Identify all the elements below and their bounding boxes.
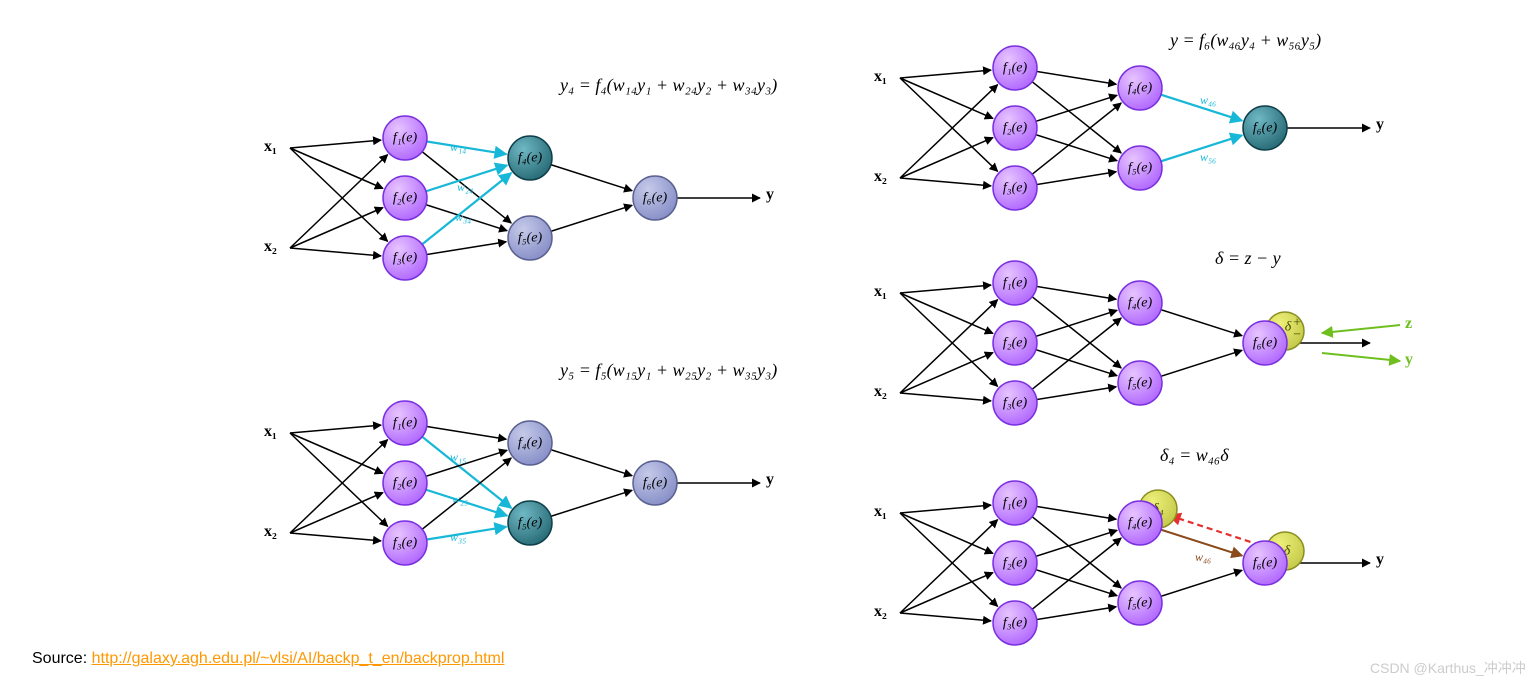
svg-text:f₃(e): f₃(e)	[1003, 181, 1028, 196]
diagram-svg: f₁(e) f₂(e) f₃(e) f₄(e) f₅(e) f₆(e) f₁(e) f₂(e)…	[0, 0, 1534, 679]
input-x1: x₁	[874, 68, 887, 86]
source-label: Source:	[32, 650, 92, 667]
source-link[interactable]: http://galaxy.agh.edu.pl/~vlsi/AI/backp_…	[92, 650, 505, 667]
svg-text:f₁(e): f₁(e)	[1003, 276, 1028, 291]
svg-text:f₄(e): f₄(e)	[518, 151, 543, 166]
weight-label: w₃₅	[450, 530, 466, 545]
svg-text:f₄(e): f₄(e)	[1128, 296, 1153, 311]
weight-label: w₄₆	[1200, 93, 1216, 108]
weight-label: w₄₆	[1195, 550, 1211, 565]
input-x1: x₁	[264, 423, 277, 441]
svg-text:f₄(e): f₄(e)	[1128, 81, 1153, 96]
svg-text:f₅(e): f₅(e)	[518, 516, 543, 531]
svg-text:f₄(e): f₄(e)	[1128, 516, 1153, 531]
weight-label: w₃₄	[455, 210, 471, 225]
input-x2: x₂	[264, 238, 277, 256]
diagram-stage: f₁(e) f₂(e) f₃(e) f₄(e) f₅(e) f₆(e) f₁(e) f₂(e)…	[0, 0, 1534, 679]
svg-text:f₆(e): f₆(e)	[643, 191, 668, 206]
svg-text:f₆(e): f₆(e)	[643, 476, 668, 491]
svg-text:f₃(e): f₃(e)	[393, 536, 418, 551]
svg-text:f₁(e): f₁(e)	[1003, 61, 1028, 76]
svg-text:f₁(e): f₁(e)	[393, 131, 418, 146]
svg-text:f₁(e): f₁(e)	[1003, 496, 1028, 511]
equation: δ₄ = w₄₆δ	[1160, 445, 1229, 466]
input-x1: x₁	[874, 283, 887, 301]
output-y: y	[766, 186, 774, 204]
svg-text:f₂(e): f₂(e)	[393, 476, 418, 491]
svg-text:f₅(e): f₅(e)	[1128, 161, 1153, 176]
svg-text:f₁(e): f₁(e)	[393, 416, 418, 431]
weight-label: w₅₆	[1200, 150, 1216, 165]
svg-text:−: −	[1292, 328, 1301, 343]
svg-text:f₃(e): f₃(e)	[1003, 396, 1028, 411]
equation: y₄ = f₄(w₁₄y₁ + w₂₄y₂ + w₃₄y₃)	[560, 75, 777, 96]
input-x2: x₂	[264, 523, 277, 541]
source-citation: Source: http://galaxy.agh.edu.pl/~vlsi/A…	[32, 650, 504, 668]
weight-label: w₁₅	[450, 450, 466, 465]
equation: δ = z − y	[1215, 248, 1281, 269]
output-y: y	[766, 471, 774, 489]
input-x2: x₂	[874, 603, 887, 621]
svg-text:f₆(e): f₆(e)	[1253, 336, 1278, 351]
output-y: y	[1376, 551, 1384, 569]
output-y: y	[1376, 116, 1384, 134]
svg-text:f₂(e): f₂(e)	[1003, 121, 1028, 136]
svg-text:f₂(e): f₂(e)	[393, 191, 418, 206]
svg-text:f₅(e): f₅(e)	[1128, 376, 1153, 391]
svg-text:f₂(e): f₂(e)	[1003, 556, 1028, 571]
input-x2: x₂	[874, 383, 887, 401]
svg-text:δ: δ	[1285, 320, 1292, 335]
z-label: z	[1405, 315, 1412, 333]
svg-text:f₅(e): f₅(e)	[1128, 596, 1153, 611]
input-x1: x₁	[874, 503, 887, 521]
svg-text:f₆(e): f₆(e)	[1253, 556, 1278, 571]
watermark: CSDN @Karthus_冲冲冲	[1370, 658, 1526, 678]
svg-text:f₅(e): f₅(e)	[518, 231, 543, 246]
svg-text:f₃(e): f₃(e)	[1003, 616, 1028, 631]
input-x1: x₁	[264, 138, 277, 156]
y-out-label: y	[1405, 351, 1413, 369]
weight-label: w₁₄	[450, 140, 466, 155]
input-x2: x₂	[874, 168, 887, 186]
weight-label: w₂₅	[452, 492, 468, 507]
equation: y₅ = f₅(w₁₅y₁ + w₂₅y₂ + w₃₅y₃)	[560, 360, 777, 381]
weight-label: w₂₄	[457, 180, 473, 195]
svg-text:f₆(e): f₆(e)	[1253, 121, 1278, 136]
equation: y = f₆(w₄₆y₄ + w₅₆y₅)	[1170, 30, 1321, 51]
svg-text:f₂(e): f₂(e)	[1003, 336, 1028, 351]
svg-text:f₄(e): f₄(e)	[518, 436, 543, 451]
svg-text:f₃(e): f₃(e)	[393, 251, 418, 266]
